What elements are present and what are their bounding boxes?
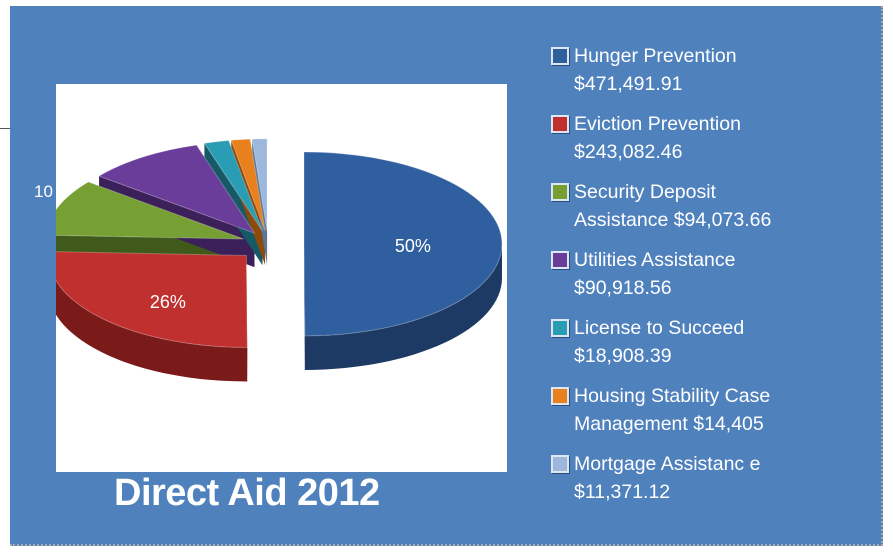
pie-slice-security-deposit-assistance [56, 181, 244, 240]
legend-swatch [551, 183, 569, 201]
legend-swatch [551, 47, 569, 65]
legend-label: Housing Stability Case [574, 385, 771, 407]
legend-swatch [551, 251, 569, 269]
pie-slice-housing-stability-case-management [230, 138, 266, 232]
legend-label: Utilities Assistance [574, 249, 736, 271]
data-label: 50% [395, 236, 431, 256]
legend-label: License to Succeed [574, 317, 745, 339]
legend-item-security-deposit: Security Deposit Assistance $94,073.66 [549, 178, 849, 246]
legend-item-utilities-assistance: Utilities Assistance $90,918.56 [549, 246, 849, 314]
slide-background: 50% 26% 10 Direct Aid 2012 Hunger Prevent… [10, 6, 883, 546]
legend-amount: $18,908.39 [574, 345, 672, 367]
legend-item-license-to-succeed: License to Succeed $18,908.39 [549, 314, 849, 382]
legend-swatch [551, 387, 569, 405]
legend-swatch [551, 115, 569, 133]
legend-item-hunger-prevention: Hunger Prevention $471,491.91 [549, 42, 849, 110]
legend: Hunger Prevention $471,491.91 Eviction P… [549, 42, 849, 518]
pie-slice-utilities-assistance [97, 144, 256, 235]
legend-amount: $243,082.46 [574, 141, 683, 163]
legend-label: Mortgage Assistanc e [574, 453, 761, 475]
legend-item-eviction-prevention: Eviction Prevention $243,082.46 [549, 110, 849, 178]
pie-slice-side [304, 243, 502, 370]
pie-slice-hunger-prevention [303, 151, 503, 337]
pie-slice-mortgage-assistance [251, 138, 268, 231]
legend-amount: $11,371.12 [574, 481, 671, 503]
chart-title: Direct Aid 2012 [114, 472, 380, 514]
legend-amount: $471,491.91 [574, 73, 683, 95]
legend-amount: $90,918.56 [574, 277, 672, 299]
pie-slice-side [56, 280, 248, 382]
data-label: 26% [150, 292, 186, 312]
legend-label: Security Deposit [574, 181, 716, 203]
pie-slice-eviction-prevention [56, 251, 248, 348]
legend-amount: Management $14,405 [574, 413, 764, 435]
legend-item-mortgage-assistance: Mortgage Assistanc e $11,371.12 [549, 450, 849, 518]
pie-slice-wall [303, 243, 305, 370]
legend-swatch [551, 455, 569, 473]
legend-swatch [551, 319, 569, 337]
data-label-security-deposit-overflow: 10 [34, 182, 53, 201]
connector-line [0, 128, 10, 129]
legend-label: Eviction Prevention [574, 113, 741, 135]
chart-area: 50% 26% [56, 84, 507, 472]
pie-chart: 50% 26% [56, 138, 503, 382]
pie-slice-license-to-succeed [203, 139, 263, 232]
legend-item-housing-stability: Housing Stability Case Management $14,40… [549, 382, 849, 450]
legend-amount: Assistance $94,073.66 [574, 209, 772, 231]
legend-label: Hunger Prevention [574, 45, 737, 67]
